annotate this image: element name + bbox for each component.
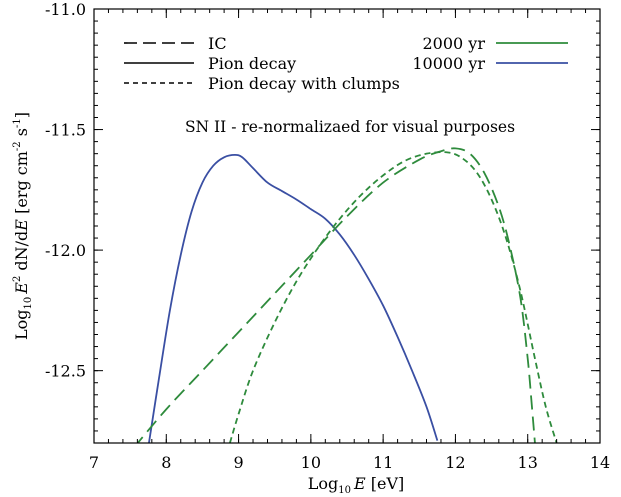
- series-pion-decay-with-clumps-2000yr: [229, 151, 558, 443]
- y-tick-label: -11.0: [45, 0, 86, 19]
- x-axis-title-main: Log: [308, 474, 339, 493]
- y-axis-title-close: ]: [12, 112, 31, 118]
- x-tick-label: 10: [301, 453, 321, 472]
- ticks-layer: 7 8 9 10 11 12 13 14 -11.0 -11.5 -12.0 -12.5: [45, 0, 610, 472]
- y-tick-label: -12.0: [45, 241, 86, 260]
- chart-annotation: SN II - re-normalizaed for visual purpos…: [185, 118, 515, 136]
- y-axis-title-main: Log: [12, 309, 31, 340]
- y-axis-title-s: s: [12, 128, 31, 141]
- legend-2000yr-label: 2000 yr: [423, 34, 486, 53]
- legend-ages: 2000 yr 10000 yr: [412, 34, 568, 73]
- y-axis-title-unit: [erg cm: [12, 151, 31, 219]
- plot-frame: [93, 8, 601, 444]
- series-pion-decay-10000yr: [148, 153, 439, 443]
- y-tick-label: -12.5: [45, 362, 86, 381]
- y-axis-title-mid: dN/d: [12, 231, 31, 276]
- series-ic-2000yr: [136, 147, 536, 443]
- y-axis-title-sup2: -2: [12, 141, 23, 151]
- legend-styles: IC Pion decay Pion decay with clumps: [124, 34, 400, 93]
- x-tick-label: 7: [89, 453, 99, 472]
- y-axis-title-sup: 2: [12, 276, 23, 282]
- y-tick-label: -11.5: [45, 121, 86, 140]
- y-axis-title-sub: 10: [23, 297, 34, 310]
- series-layer: [136, 147, 558, 443]
- legend-ic-label: IC: [208, 34, 227, 53]
- x-tick-label: 13: [518, 453, 538, 472]
- legend-pion-label: Pion decay: [208, 54, 296, 73]
- x-axis-title-var: E: [353, 474, 366, 493]
- x-tick-label: 9: [233, 453, 243, 472]
- y-axis-title-var: E: [12, 282, 31, 295]
- x-axis-title-sub: 10: [338, 485, 351, 496]
- legend-10000yr-label: 10000 yr: [412, 54, 485, 73]
- x-axis-title: Log10 E [eV]: [308, 474, 405, 496]
- y-axis-title: Log10E2 dN/dE [erg cm-2 s-1]: [12, 112, 34, 340]
- y-axis-title-sup3: -1: [12, 118, 23, 128]
- legend-clumps-label: Pion decay with clumps: [208, 74, 400, 93]
- x-tick-label: 12: [445, 453, 465, 472]
- x-tick-label: 11: [373, 453, 393, 472]
- x-tick-label: 14: [590, 453, 610, 472]
- x-axis-title-unit: [eV]: [366, 474, 405, 493]
- x-tick-label: 8: [161, 453, 171, 472]
- y-axis-title-var2: E: [12, 219, 31, 232]
